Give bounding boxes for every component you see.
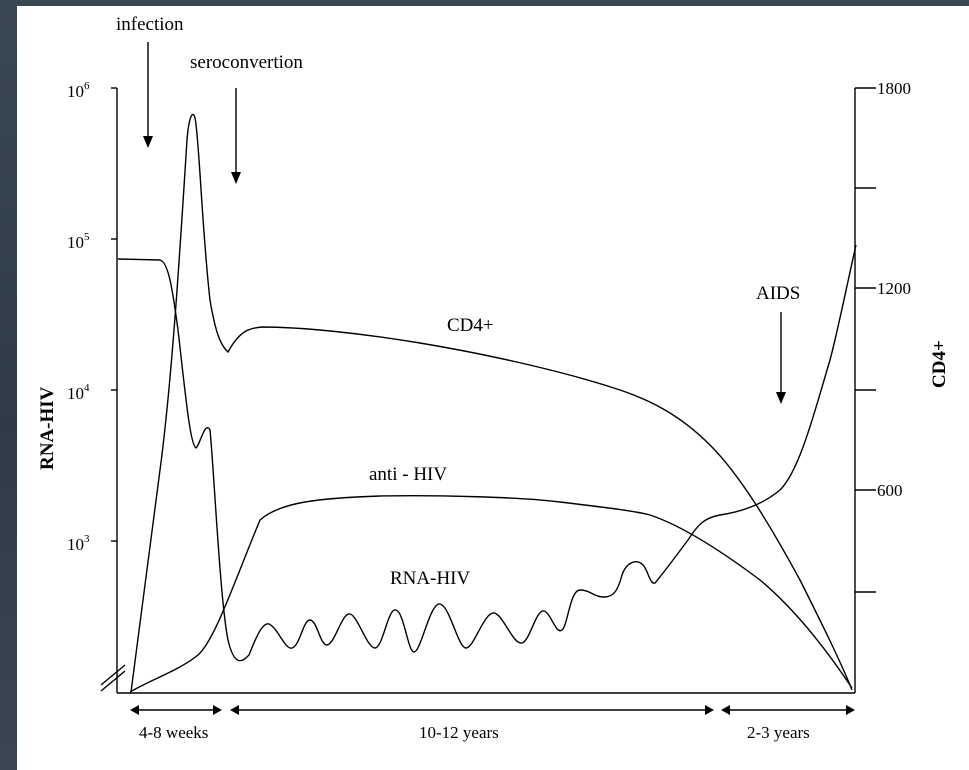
aids-arrowhead (776, 392, 786, 404)
infection-arrowhead (143, 136, 153, 148)
seroconversion-label: seroconvertion (190, 52, 303, 73)
period-arrowhead (230, 705, 239, 715)
series-anti-hiv-line (129, 495, 853, 693)
period-arrowhead (130, 705, 139, 715)
period-label-weeks: 4-8 weeks (139, 723, 208, 742)
y-axis-right-title: CD4+ (929, 340, 950, 388)
rna-hiv-curve-label: RNA-HIV (390, 568, 470, 589)
seroconversion-arrowhead (231, 172, 241, 184)
series-rna-hiv-line (117, 244, 857, 662)
right-tick-label: 1800 (877, 79, 911, 98)
right-tick-label: 1200 (877, 279, 911, 298)
cd4-curve-label: CD4+ (447, 315, 494, 336)
infection-label: infection (116, 14, 184, 35)
axis-break-mark (100, 670, 126, 692)
series-cd4-line (130, 113, 853, 693)
chart-panel (17, 6, 969, 770)
anti-hiv-curve-label: anti - HIV (369, 464, 447, 485)
aids-label: AIDS (756, 283, 800, 304)
left-tick-label: 106 (67, 80, 90, 101)
axis-break-mark (100, 664, 126, 686)
period-arrowhead (721, 705, 730, 715)
period-label-late: 2-3 years (747, 723, 810, 742)
period-label-years: 10-12 years (419, 723, 499, 742)
left-tick-label: 104 (67, 382, 90, 403)
period-arrowhead (213, 705, 222, 715)
period-arrowhead (846, 705, 855, 715)
y-axis-left-title: RNA-HIV (37, 386, 58, 470)
period-arrowhead (705, 705, 714, 715)
left-tick-label: 105 (67, 231, 90, 252)
right-tick-label: 600 (877, 481, 903, 500)
left-tick-label: 103 (67, 533, 90, 554)
